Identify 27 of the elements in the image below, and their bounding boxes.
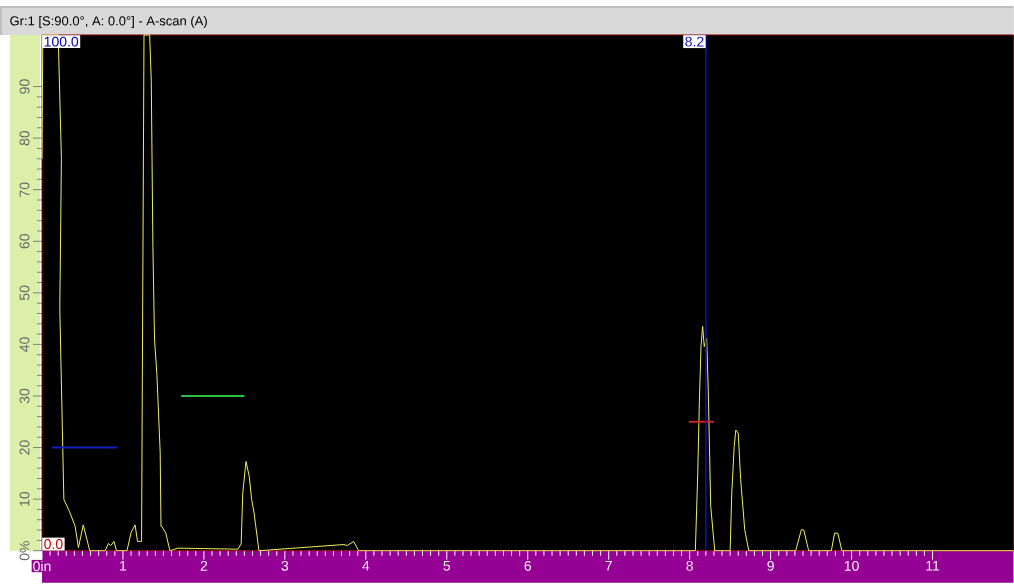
x-tick-label: 3 <box>281 561 289 571</box>
x-tick-label: 9 <box>767 561 774 571</box>
x-tick-label: 7 <box>605 561 612 571</box>
x-tick-label: 5 <box>443 561 451 571</box>
line-series <box>41 34 1014 552</box>
y-tick-label: 0% <box>19 541 30 561</box>
y-tick-label: 50 <box>19 285 30 301</box>
x-tick-label: 0in <box>33 561 51 572</box>
x-tick-label: 4 <box>362 561 370 571</box>
chart-title: Gr:1 [S:90.0°, A: 0.0°] - A-scan (A) <box>10 16 207 29</box>
y-tick-label: 80 <box>19 131 30 146</box>
annotation: 100.0 <box>44 36 79 47</box>
y-tick-label: 60 <box>19 234 30 249</box>
ref-line-label: 8.2 <box>685 36 704 47</box>
y-tick-label: 40 <box>19 337 30 353</box>
x-tick-label: 2 <box>200 561 208 571</box>
y-tick-label: 10 <box>19 492 30 506</box>
annotation: 0.0 <box>44 539 63 550</box>
x-tick-label: 6 <box>524 561 532 571</box>
x-tick-label: 8 <box>686 561 693 571</box>
y-tick-label: 70 <box>19 182 30 197</box>
y-tick-label: 90 <box>19 79 30 94</box>
x-tick-label: 1 <box>120 561 127 571</box>
x-tick-label: 11 <box>926 561 940 571</box>
y-tick-label: 20 <box>19 440 30 455</box>
y-tick-label: 30 <box>19 388 30 404</box>
x-tick-label: 10 <box>844 561 859 571</box>
